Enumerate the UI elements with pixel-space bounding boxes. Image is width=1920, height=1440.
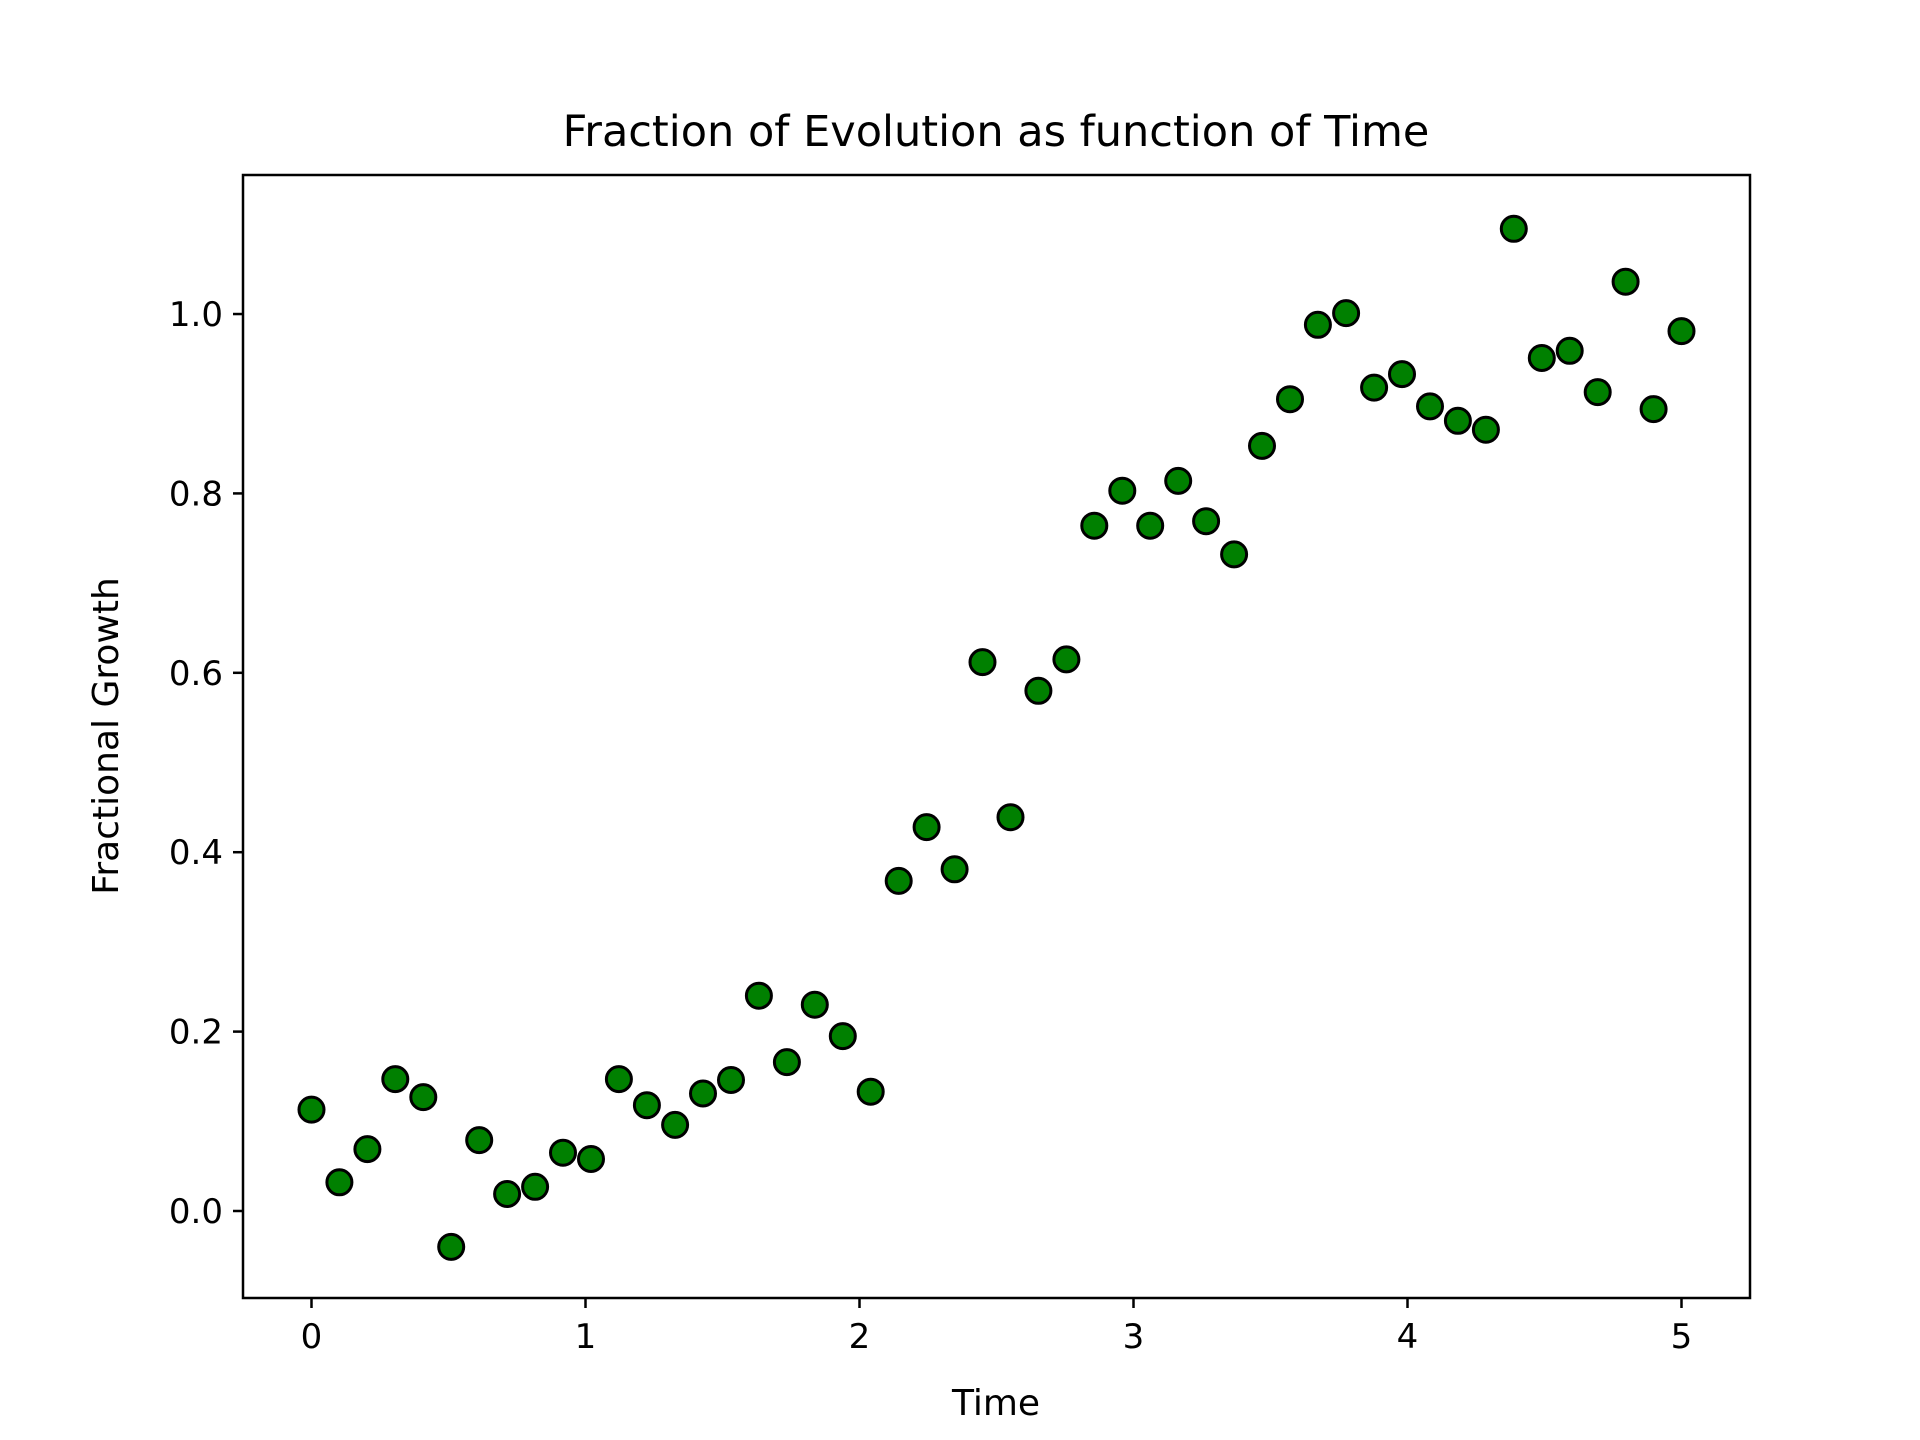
data-point — [661, 1110, 690, 1139]
data-point — [465, 1126, 494, 1155]
data-point — [1164, 466, 1193, 495]
data-point — [632, 1091, 661, 1120]
data-point — [521, 1172, 550, 1201]
data-point — [1471, 415, 1500, 444]
data-point — [996, 803, 1025, 832]
data-point — [1332, 299, 1361, 328]
data-point — [940, 855, 969, 884]
y-tick-label: 0.4 — [169, 833, 223, 873]
data-point — [1248, 431, 1276, 460]
data-point — [1416, 392, 1444, 421]
x-tick-label: 2 — [849, 1317, 871, 1357]
data-point — [772, 1048, 801, 1077]
data-point — [1220, 540, 1249, 569]
y-tick-label: 1.0 — [169, 295, 223, 335]
data-point — [1527, 344, 1556, 372]
data-point — [604, 1065, 633, 1094]
data-point — [856, 1077, 885, 1106]
y-tick-label: 0.8 — [169, 474, 223, 514]
y-tick-label: 0.0 — [169, 1192, 223, 1232]
data-point — [381, 1065, 410, 1094]
x-tick-label: 3 — [1123, 1317, 1145, 1357]
data-point — [577, 1145, 605, 1173]
x-axis-label: Time — [951, 1383, 1040, 1424]
x-tick-label: 0 — [301, 1317, 323, 1357]
y-tick-label: 0.2 — [169, 1013, 223, 1053]
data-point — [353, 1135, 382, 1164]
data-point — [493, 1180, 522, 1208]
data-point — [689, 1079, 717, 1108]
data-point — [828, 1022, 857, 1051]
plot-area-frame — [241, 173, 1752, 1300]
x-tick-label: 1 — [575, 1317, 597, 1357]
data-point — [1052, 645, 1081, 674]
data-point — [968, 648, 997, 677]
data-point — [1499, 214, 1528, 243]
data-point — [1080, 511, 1109, 540]
data-point — [1303, 310, 1332, 339]
data-point — [549, 1138, 577, 1167]
data-point — [437, 1232, 466, 1261]
data-point — [1360, 373, 1389, 402]
data-point — [1611, 267, 1640, 296]
data-point — [1024, 676, 1053, 705]
y-axis-label: Fractional Growth — [86, 577, 127, 895]
data-point — [297, 1095, 326, 1124]
data-point — [409, 1083, 438, 1112]
data-point — [1667, 317, 1696, 346]
data-point — [717, 1066, 745, 1094]
data-point — [1192, 507, 1221, 536]
data-point — [744, 981, 773, 1010]
x-tick-label: 5 — [1671, 1317, 1693, 1357]
chart-title: Fraction of Evolution as function of Tim… — [563, 107, 1430, 157]
data-point — [1388, 360, 1416, 389]
data-point — [912, 813, 941, 842]
data-point — [1108, 476, 1137, 505]
data-point — [1583, 378, 1612, 407]
x-tick-label: 4 — [1397, 1317, 1419, 1357]
data-point — [884, 866, 913, 895]
y-axis-ticks: 0.0 0.2 0.4 0.6 0.8 1.0 — [169, 295, 243, 1232]
data-point — [1555, 336, 1584, 365]
data-point — [1276, 385, 1304, 414]
data-point — [1443, 406, 1472, 435]
data-point — [1136, 511, 1165, 540]
data-point — [800, 990, 829, 1019]
x-axis-ticks: 0 1 2 3 4 5 — [301, 1298, 1693, 1357]
y-tick-label: 0.6 — [169, 654, 223, 694]
data-points — [297, 214, 1696, 1261]
data-point — [1639, 395, 1668, 424]
data-point — [325, 1168, 354, 1197]
